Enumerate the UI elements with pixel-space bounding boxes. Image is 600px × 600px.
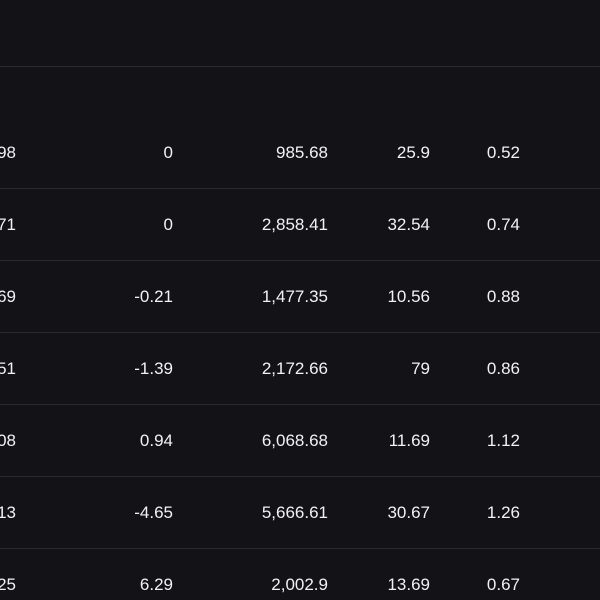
cell-col1: -4.65 [134,503,173,522]
cell-col3: 32.54 [387,215,430,234]
table-row[interactable]: 13 -4.65 5,666.61 30.67 1.26 [0,477,600,549]
table-header-area [0,0,600,66]
table-row[interactable]: 69 -0.21 1,477.35 10.56 0.88 [0,261,600,333]
header-divider [0,66,600,67]
cell-col0: 13 [0,503,16,522]
table-row[interactable]: 98 0 985.68 25.9 0.52 [0,117,600,189]
cell-col1: 0 [163,143,173,162]
table-row[interactable]: 25 6.29 2,002.9 13.69 0.67 [0,549,600,600]
cell-col3: 10.56 [387,287,430,306]
cell-col3: 11.69 [388,431,430,450]
cell-col2: 985.68 [276,143,328,162]
cell-col0: 71 [0,215,16,234]
cell-col2: 2,858.41 [261,215,328,234]
cell-col4: 0.67 [486,575,520,594]
cell-col2: 5,666.61 [261,503,328,522]
cell-col2: 2,172.66 [261,359,328,378]
cell-col0: 69 [0,287,16,306]
cell-col0: 08 [0,431,16,450]
table-row[interactable]: 71 0 2,858.41 32.54 0.74 [0,189,600,261]
cell-col0: 98 [0,143,16,162]
cell-col4: 0.52 [486,143,520,162]
cell-col0: 51 [0,359,16,378]
cell-col1: -0.21 [134,287,173,306]
table-row[interactable]: 51 -1.39 2,172.66 79 0.86 [0,333,600,405]
cell-col4: 0.88 [486,287,520,306]
cell-col3: 79 [411,359,430,378]
cell-col2: 1,477.35 [261,287,328,306]
data-table: 98 0 985.68 25.9 0.52 71 0 2,858.41 32.5… [0,117,600,600]
cell-col4: 1.26 [486,503,520,522]
cell-col4: 1.12 [486,431,520,450]
cell-col1: 0.94 [139,431,173,450]
cell-col0: 25 [0,575,16,594]
cell-col4: 0.86 [486,359,520,378]
cell-col1: 6.29 [139,575,173,594]
cell-col2: 6,068.68 [261,431,328,450]
cell-col3: 13.69 [387,575,430,594]
cell-col1: -1.39 [134,359,173,378]
cell-col4: 0.74 [486,215,520,234]
cell-col3: 30.67 [387,503,430,522]
cell-col3: 25.9 [396,143,430,162]
cell-col1: 0 [163,215,173,234]
cell-col2: 2,002.9 [271,575,328,594]
table-row[interactable]: 08 0.94 6,068.68 11.69 1.12 [0,405,600,477]
